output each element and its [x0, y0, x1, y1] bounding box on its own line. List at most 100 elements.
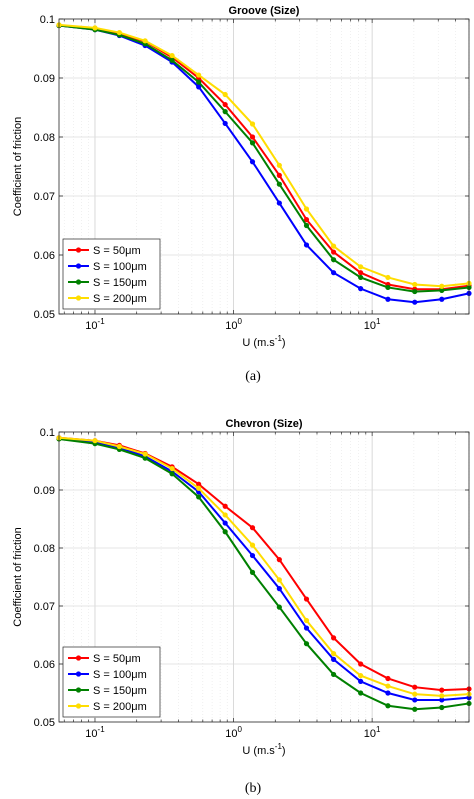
legend-marker — [75, 655, 82, 661]
data-point — [142, 38, 148, 44]
data-point — [439, 287, 445, 293]
legend-label: S = 100μm — [93, 669, 147, 681]
x-tick-label: 101 — [364, 317, 381, 332]
data-point — [249, 552, 256, 559]
y-tick-label: 0.1 — [40, 427, 55, 439]
x-tick-label: 10-1 — [85, 317, 105, 332]
data-point — [358, 264, 364, 270]
data-point — [303, 222, 310, 229]
legend: S = 50μm S = 100μm S = 150μm S = 200μm — [62, 646, 161, 718]
data-point — [412, 706, 418, 712]
caption-a: (a) — [245, 369, 261, 384]
data-point — [385, 274, 391, 281]
y-axis-label: Coefficient of friction — [12, 527, 24, 626]
legend-label: S = 200μm — [93, 701, 147, 713]
data-point — [330, 249, 337, 255]
data-point — [249, 525, 256, 531]
series-line — [58, 23, 470, 288]
data-point — [142, 451, 148, 457]
data-point — [276, 172, 282, 178]
chart-groove-size: 0.05 0.06 0.07 0.08 0.09 0.1 10-1 100 101 Groove … — [12, 5, 472, 349]
y-tick-label: 0.05 — [34, 717, 55, 729]
chart-title: Groove (Size) — [229, 5, 300, 17]
data-point — [169, 471, 175, 477]
data-point — [196, 485, 202, 491]
legend-marker — [75, 295, 82, 301]
data-point — [330, 243, 337, 249]
data-point — [222, 503, 228, 509]
data-point — [358, 286, 364, 292]
y-tick-label: 0.08 — [34, 543, 55, 555]
data-point — [412, 691, 418, 697]
legend-label: S = 50μm — [93, 653, 141, 665]
series-4 — [56, 22, 472, 289]
legend-label: S = 100μm — [93, 261, 147, 273]
legend-marker — [75, 263, 82, 269]
data-point — [385, 683, 391, 689]
caption-b: (b) — [245, 781, 262, 796]
legend-label: S = 150μm — [93, 685, 147, 697]
data-point — [330, 650, 337, 657]
data-point — [439, 693, 445, 699]
data-point — [412, 697, 418, 703]
data-point — [196, 72, 202, 78]
x-tick-label: 100 — [225, 725, 242, 740]
legend-marker — [75, 703, 82, 709]
data-point — [412, 281, 418, 288]
data-point — [330, 257, 337, 263]
legend-label: S = 150μm — [93, 277, 147, 289]
series-line — [58, 437, 470, 711]
series-line — [58, 437, 470, 701]
data-point — [249, 159, 256, 165]
axes-frame — [58, 431, 470, 723]
data-point — [276, 557, 282, 563]
data-point — [222, 91, 228, 98]
data-point — [249, 542, 256, 548]
data-point — [276, 162, 282, 168]
data-point — [303, 625, 310, 631]
data-point — [358, 661, 364, 667]
series-line — [58, 436, 470, 697]
legend-marker — [75, 687, 82, 693]
data-point — [358, 690, 364, 696]
y-axis-label: Coefficient of friction — [12, 117, 24, 216]
data-point — [385, 296, 391, 302]
data-point — [222, 101, 228, 108]
data-point — [169, 57, 175, 63]
data-point — [142, 455, 148, 461]
x-axis-label: U (m.s-1) — [242, 742, 285, 757]
data-point — [276, 586, 282, 592]
data-point — [412, 684, 418, 690]
data-point — [412, 299, 418, 305]
data-point — [385, 703, 391, 709]
data-point — [276, 577, 282, 583]
data-point — [385, 284, 391, 291]
data-point — [330, 656, 337, 662]
data-point — [439, 296, 445, 302]
data-point — [196, 84, 202, 90]
data-point — [169, 465, 175, 472]
series-line — [58, 24, 470, 304]
data-point — [92, 25, 98, 31]
data-point — [439, 697, 445, 703]
legend-marker — [75, 247, 82, 253]
y-tick-label: 0.1 — [40, 14, 55, 26]
data-point — [303, 217, 310, 223]
legend-label: S = 50μm — [93, 245, 141, 257]
data-point — [222, 120, 228, 127]
y-tick-label: 0.07 — [34, 191, 55, 203]
legend: S = 50μm S = 100μm S = 150μm S = 200μm — [62, 238, 161, 310]
data-point — [196, 481, 202, 487]
x-tick-label: 101 — [364, 725, 381, 740]
series-line — [58, 24, 470, 293]
data-point — [196, 494, 202, 500]
legend-label: S = 200μm — [93, 293, 147, 305]
data-point — [303, 617, 310, 624]
data-point — [116, 443, 122, 450]
chart-chevron-size: 0.05 0.06 0.07 0.08 0.09 0.1 10-1 100 101 Chevron… — [12, 418, 472, 757]
legend-marker — [75, 279, 82, 285]
data-point — [303, 206, 310, 212]
data-point — [330, 635, 337, 641]
data-point — [385, 675, 391, 682]
y-tick-label: 0.07 — [34, 601, 55, 613]
